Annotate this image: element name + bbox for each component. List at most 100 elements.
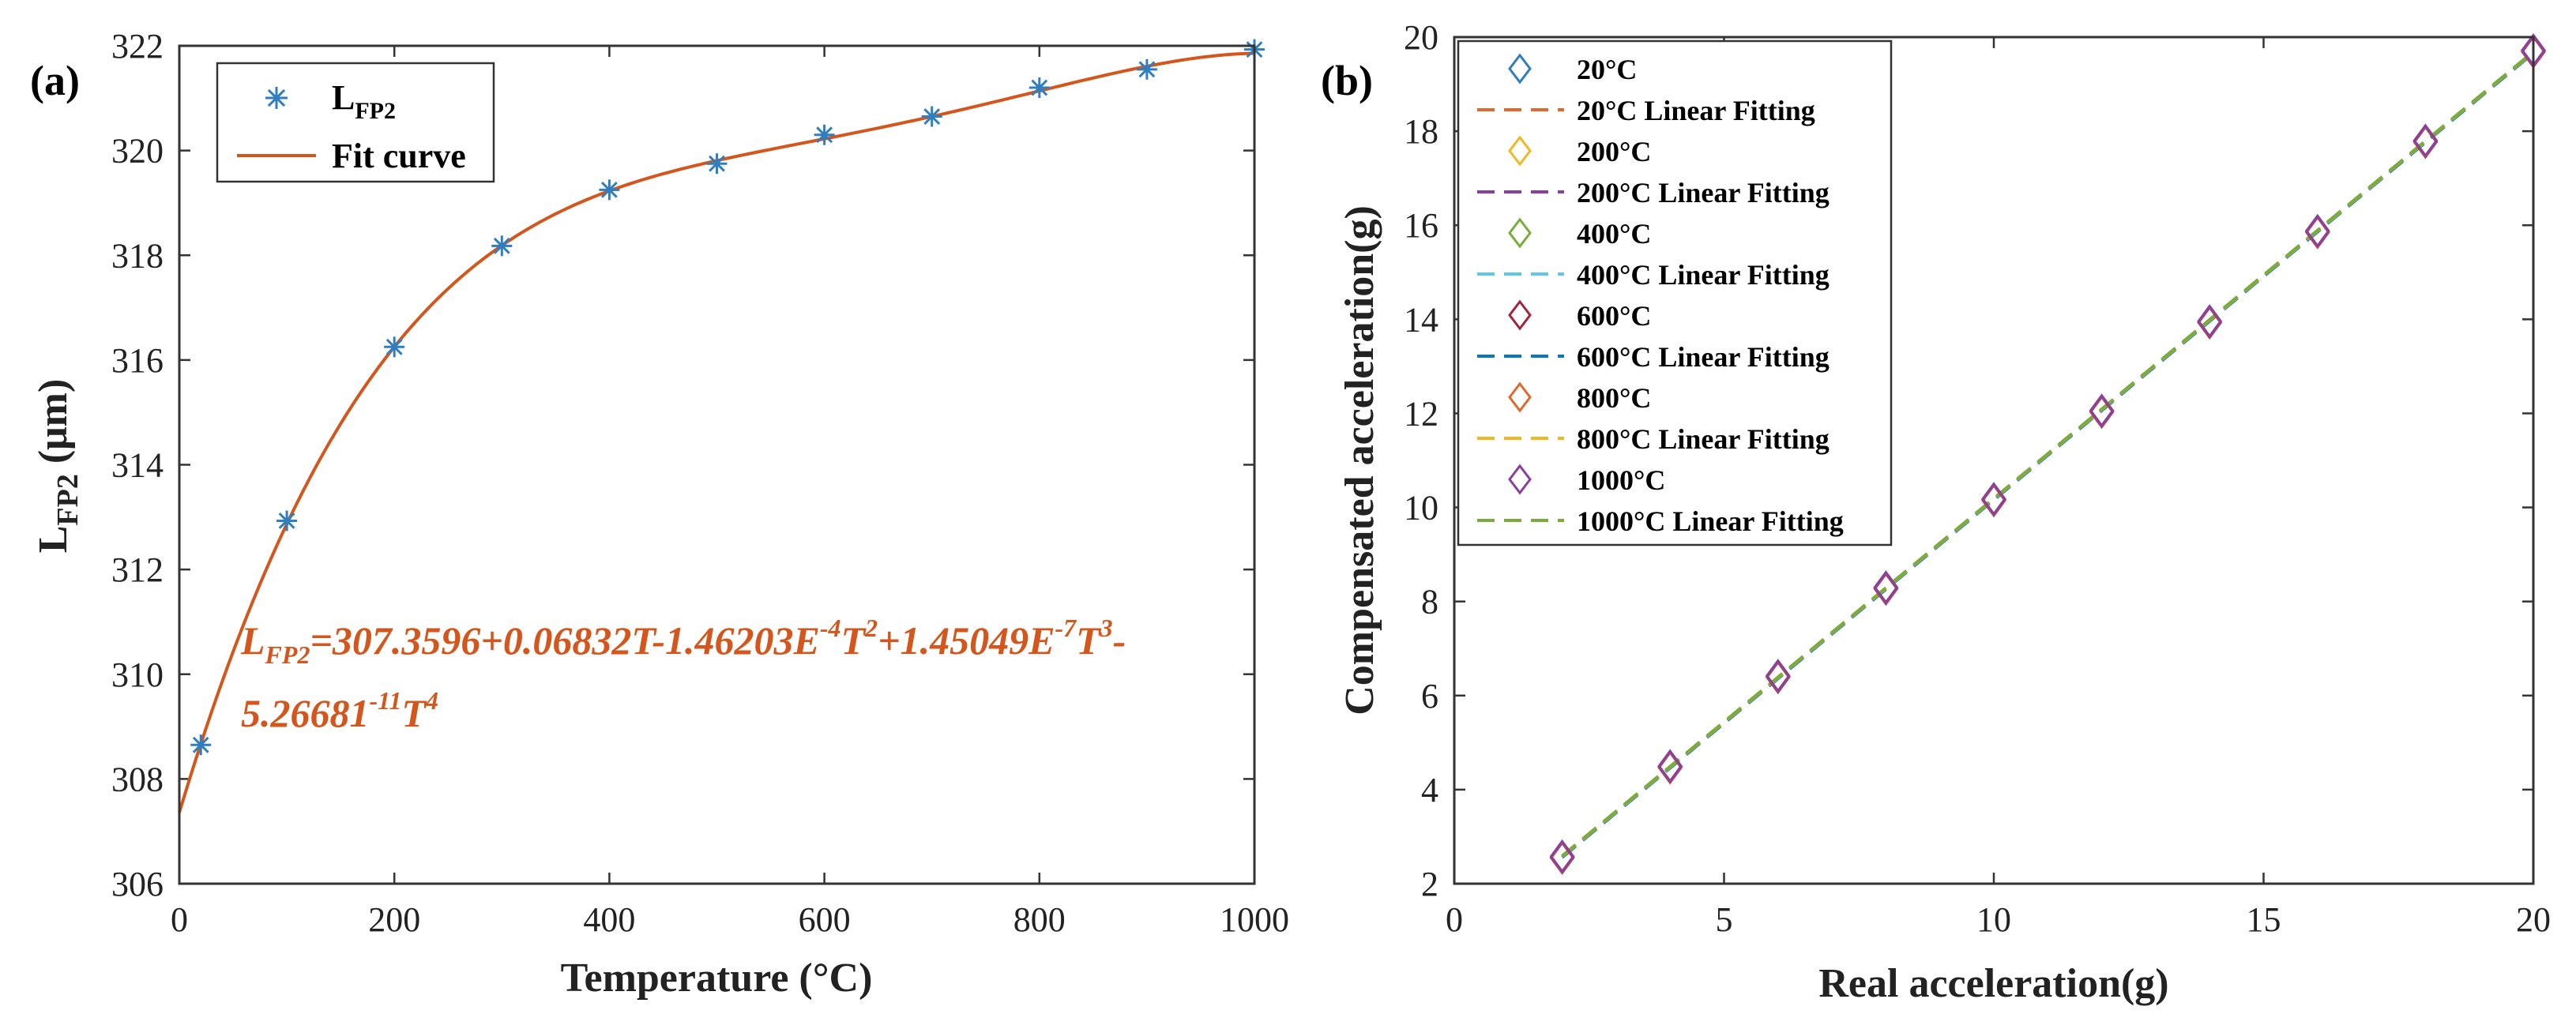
panel-b-y-axis-label: Compensated acceleration(g) <box>1337 205 1382 715</box>
data-point-diamond <box>1981 483 2006 518</box>
y-tick-label: 14 <box>1404 300 1438 339</box>
legend-fit-curve-label: Fit curve <box>332 137 466 175</box>
x-tick-label: 15 <box>2247 900 2281 939</box>
legend-diamond-icon <box>1508 217 1532 249</box>
panel-b-plot <box>1549 33 2546 875</box>
data-point-diamond <box>2412 123 2439 158</box>
legend-lfp2-label: LFP2 <box>332 78 396 124</box>
x-tick-label: 5 <box>1716 900 1733 939</box>
panel-a-legend: LFP2 Fit curve <box>216 62 495 183</box>
equation-line: LFP2=307.3596+0.06832T-1.46203E-4T2+1.45… <box>240 614 1126 669</box>
data-point-diamond <box>2412 125 2439 160</box>
y-tick-label: 318 <box>111 236 164 275</box>
panel-a-legend-box <box>216 62 495 183</box>
data-point-diamond <box>1549 840 1575 875</box>
x-tick-label: 200 <box>368 900 420 939</box>
y-tick-label: 2 <box>1421 865 1438 903</box>
lfp2-data-point <box>599 179 620 201</box>
y-tick-label: 316 <box>111 341 164 380</box>
legend-diamond-icon <box>1508 135 1532 167</box>
legend-diamond-icon <box>1508 53 1532 84</box>
y-tick-label: 312 <box>111 550 164 589</box>
data-point-diamond <box>2412 124 2439 159</box>
lfp2-data-point <box>276 510 298 531</box>
y-tick-label: 310 <box>111 655 164 694</box>
panel-a-axes-box <box>178 44 1256 885</box>
lfp2-data-point <box>706 153 728 175</box>
legend-asterisk-icon <box>265 87 288 109</box>
panel-b: (b) 0 5 10 15 20 2 4 6 8 10 12 14 16 18 20 20°C 20°C Li… <box>1321 18 2551 1006</box>
data-point-diamond <box>2412 124 2439 159</box>
data-point-diamond <box>1549 839 1575 873</box>
x-tick-label: 10 <box>1976 900 2011 939</box>
legend-series-label: 1000°C <box>1577 464 1665 496</box>
y-tick-label: 10 <box>1404 489 1438 528</box>
x-tick-label: 0 <box>171 900 188 939</box>
panel-b-legend-box <box>1457 39 1893 546</box>
panel-b-label: (b) <box>1321 57 1373 104</box>
y-tick-label: 18 <box>1404 112 1438 151</box>
legend-fit-label: 600°C Linear Fitting <box>1577 341 1830 373</box>
data-point-diamond <box>2412 124 2439 159</box>
lfp2-data-point <box>1029 77 1050 99</box>
data-point-diamond <box>1981 482 2006 516</box>
data-point-diamond <box>1873 570 1899 605</box>
panel-b-legend: 20°C 20°C Linear Fitting 200°C 200°C Linear… <box>1457 39 1893 546</box>
y-tick-label: 306 <box>111 865 164 903</box>
y-tick-label: 6 <box>1421 677 1438 715</box>
y-tick-label: 8 <box>1421 583 1438 622</box>
legend-fit-label: 20°C Linear Fitting <box>1577 95 1815 126</box>
panel-a-y-axis-label: LFP2 (μm) <box>31 379 85 554</box>
legend-fit-label: 800°C Linear Fitting <box>1577 423 1830 455</box>
data-point-diamond <box>1873 570 1899 605</box>
y-tick-label: 4 <box>1421 771 1438 809</box>
data-point-diamond <box>1981 483 2006 517</box>
legend-fit-label: 1000°C Linear Fitting <box>1577 505 1844 537</box>
fit-equation: LFP2=307.3596+0.06832T-1.46203E-4T2+1.45… <box>240 614 1126 735</box>
y-tick-label: 12 <box>1404 394 1438 433</box>
data-point-diamond <box>1873 570 1899 605</box>
y-tick-label: 320 <box>111 132 164 171</box>
linear-fit-line-5 <box>1561 50 2535 858</box>
legend-series-label: 200°C <box>1577 136 1651 167</box>
panel-a-ticks: 0 200 400 600 800 1000 306 308 310 312 314 316 318 32… <box>111 27 1289 939</box>
legend-diamond-icon <box>1508 464 1532 495</box>
lfp2-data-point <box>491 235 513 257</box>
lfp2-data-point <box>1136 58 1157 80</box>
legend-series-label: 20°C <box>1577 54 1637 85</box>
lfp2-data-point <box>814 124 835 145</box>
panel-b-axes-box <box>1453 36 2535 885</box>
lfp2-data-point <box>384 336 405 358</box>
y-tick-label: 322 <box>111 27 164 66</box>
legend-diamond-icon <box>1508 299 1532 331</box>
x-tick-label: 400 <box>583 900 635 939</box>
legend-series-label: 400°C <box>1577 218 1651 250</box>
data-point-diamond <box>2197 304 2223 339</box>
data-point-diamond <box>1981 482 2006 516</box>
y-tick-label: 308 <box>111 760 164 798</box>
data-point-diamond <box>2304 213 2330 248</box>
legend-fit-label: 400°C Linear Fitting <box>1577 259 1830 291</box>
data-point-diamond <box>2089 393 2115 428</box>
data-point-diamond <box>2412 123 2439 158</box>
panel-a-x-axis-label: Temperature (°C) <box>561 956 873 1001</box>
data-point-diamond <box>1873 570 1899 605</box>
panel-b-x-axis-label: Real acceleration(g) <box>1818 961 2168 1006</box>
x-tick-label: 20 <box>2516 900 2551 939</box>
legend-series-label: 800°C <box>1577 382 1651 414</box>
data-point-diamond <box>1981 482 2006 516</box>
data-point-diamond <box>1657 749 1683 783</box>
x-tick-label: 600 <box>799 900 851 939</box>
y-tick-label: 314 <box>111 446 164 485</box>
y-tick-label: 16 <box>1404 206 1438 245</box>
legend-fit-label: 200°C Linear Fitting <box>1577 177 1830 208</box>
data-point-diamond <box>1981 482 2006 516</box>
x-tick-label: 0 <box>1446 900 1463 939</box>
x-tick-label: 1000 <box>1220 900 1289 939</box>
lfp2-data-point <box>190 734 212 756</box>
x-tick-label: 800 <box>1013 900 1066 939</box>
y-tick-label: 20 <box>1404 18 1438 57</box>
legend-series-label: 600°C <box>1577 300 1651 332</box>
panel-a-label: (a) <box>30 57 80 104</box>
